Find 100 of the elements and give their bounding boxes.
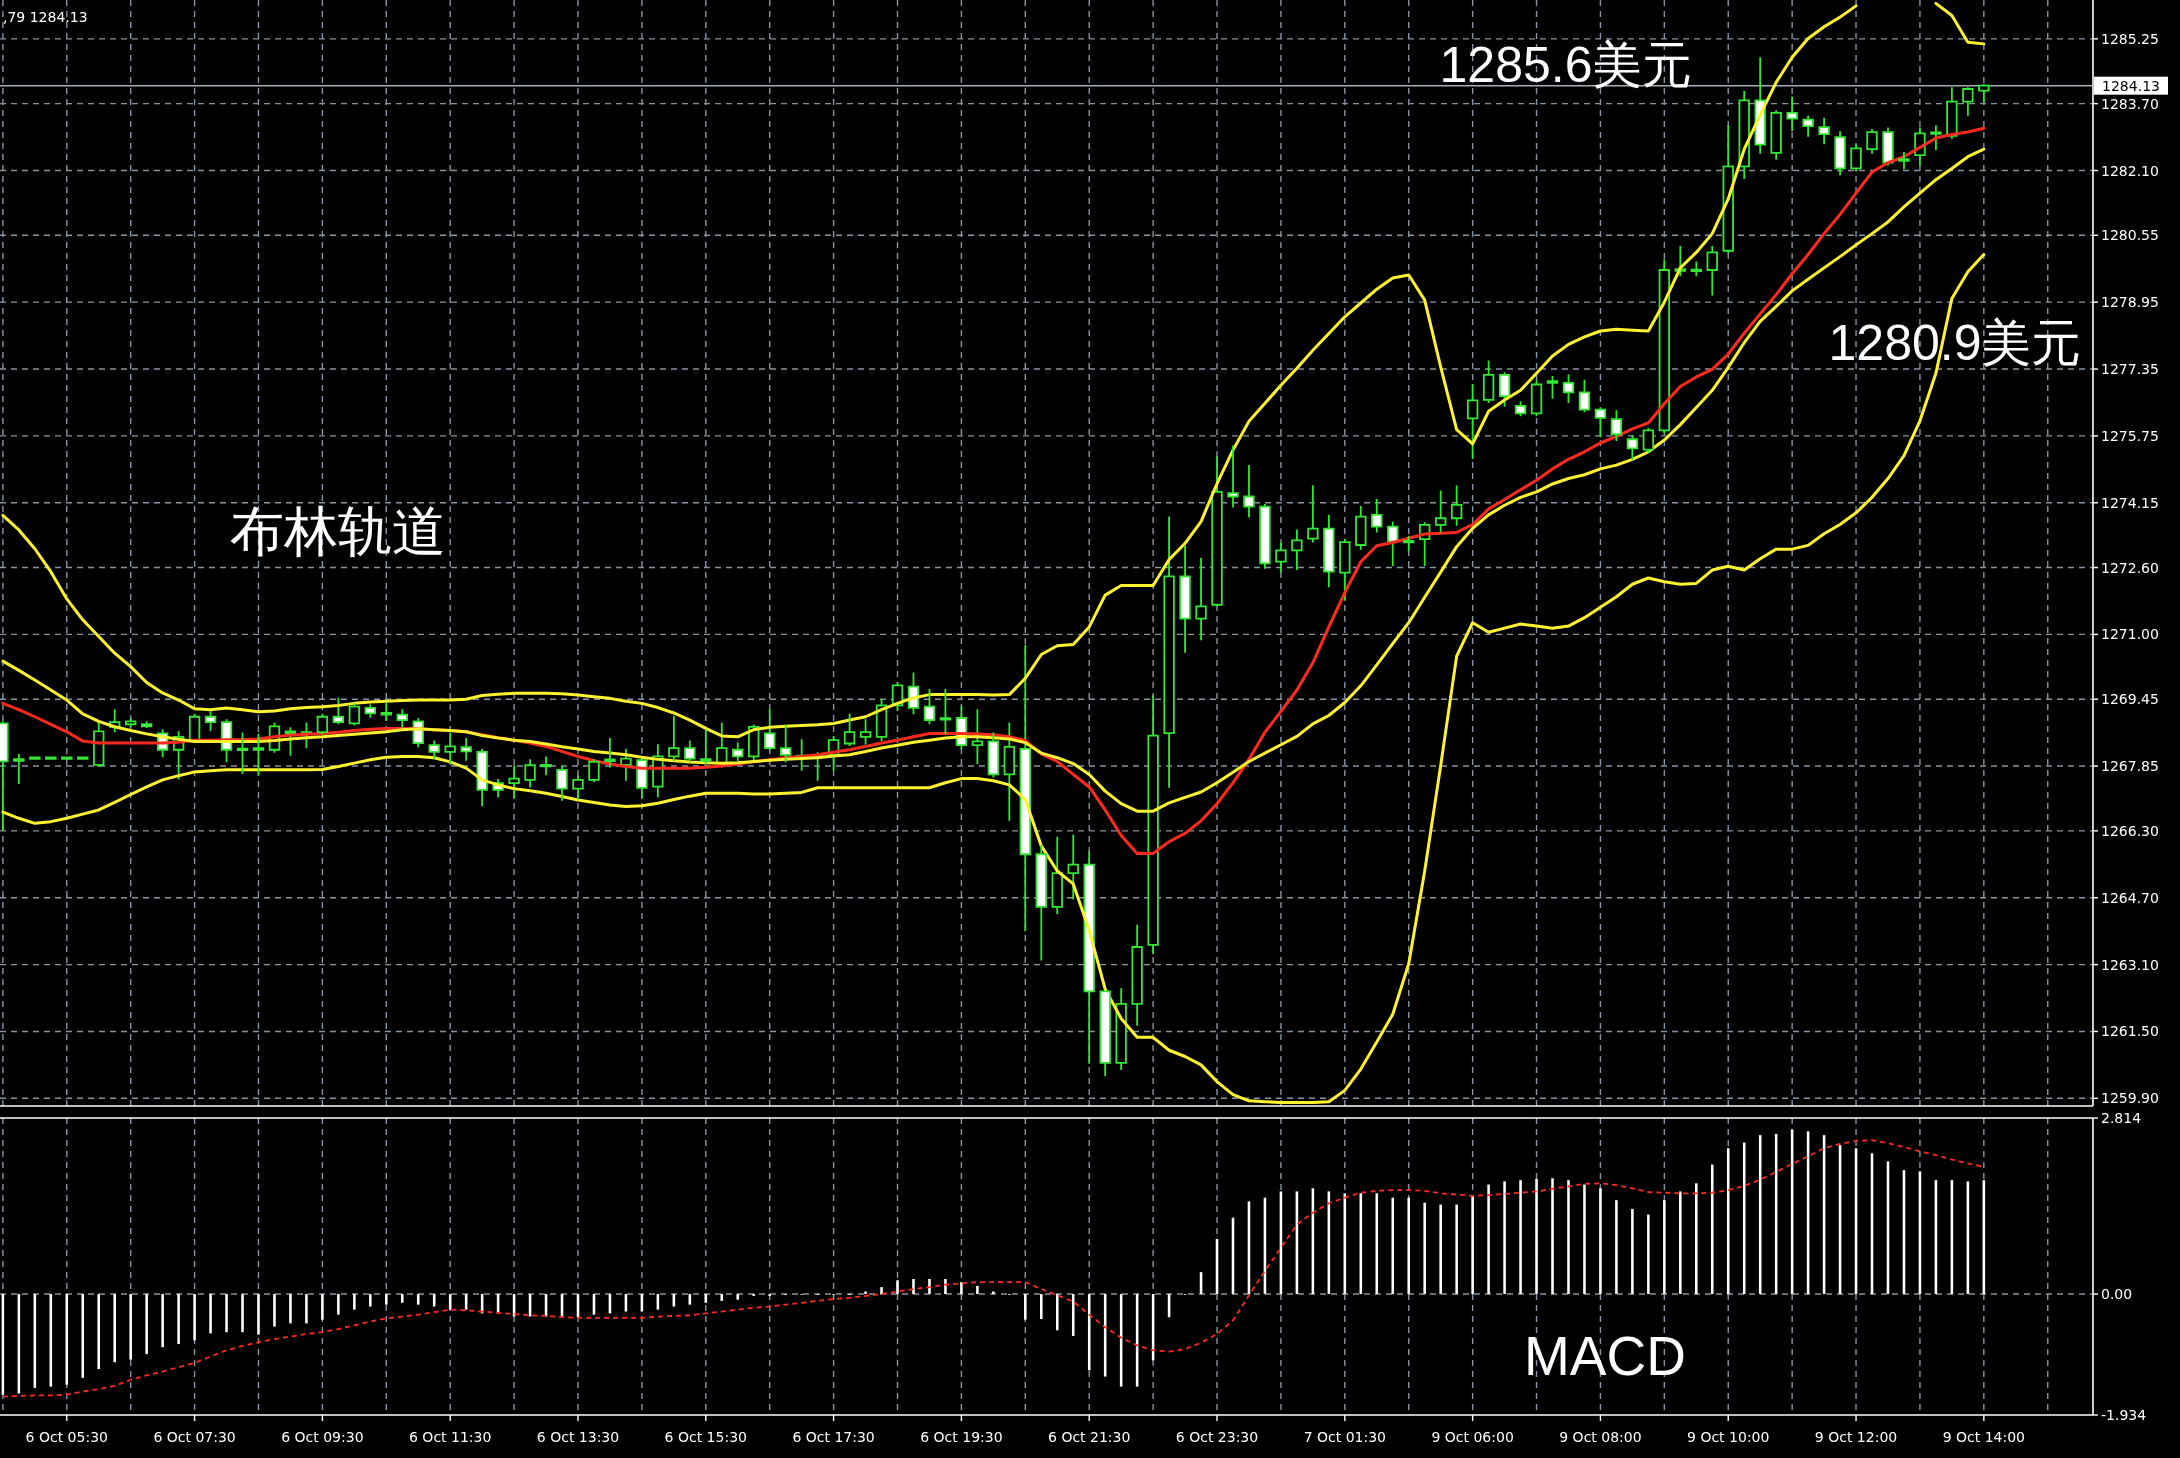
candlestick [987,732,1000,778]
bar [289,1294,292,1324]
candlestick [1834,131,1846,176]
candlestick [604,738,616,768]
bar [1663,1200,1666,1295]
candlestick [1387,521,1399,566]
candlestick [1403,535,1415,551]
bar [1487,1184,1490,1295]
candlestick [13,753,25,785]
candlestick [1562,374,1575,403]
bar [1695,1183,1698,1295]
bar [1040,1294,1043,1320]
candlestick [93,720,105,767]
x-tick-label: 9 Oct 08:00 [1559,1429,1642,1445]
candlestick [1434,490,1447,533]
candlestick [779,724,792,763]
y-tick-label: -1.934 [2101,1407,2147,1423]
y-tick-label: 0.00 [2101,1286,2133,1303]
bar [81,1294,85,1378]
candlestick [1546,376,1559,399]
bar [880,1287,883,1295]
bar [353,1294,356,1310]
bar [1726,1148,1730,1295]
x-tick-label: 9 Oct 10:00 [1687,1429,1770,1445]
candlestick [1690,261,1702,277]
y-tick-label: 1264.70 [2101,889,2159,906]
bar [1471,1195,1474,1295]
bar [1551,1178,1554,1295]
candlestick [284,727,297,756]
bar [225,1294,228,1333]
candlestick [1962,87,1974,116]
candlestick [524,759,536,788]
bar [177,1294,180,1345]
candlestick [1131,924,1143,1026]
candlestick [1355,506,1367,550]
candlestick [1259,503,1271,569]
bar [193,1294,196,1341]
bar [976,1285,979,1295]
bar [1455,1204,1458,1295]
y-tick-label: 1263.10 [2101,956,2159,973]
bar [1679,1191,1682,1295]
bar [1071,1294,1075,1336]
candlestick [764,709,776,751]
y-tick-label: 1272.60 [2101,559,2159,576]
x-tick-label: 9 Oct 12:00 [1814,1429,1898,1445]
candlestick [61,756,73,760]
candlestick [620,748,632,781]
candlestick [380,702,392,721]
bar [273,1294,276,1327]
candlestick [1626,435,1639,461]
bar [257,1294,260,1335]
bar [385,1294,388,1305]
x-tick-label: 6 Oct 19:30 [920,1429,1003,1445]
bar [209,1294,212,1334]
candlestick [77,756,89,760]
ref-line-label: 1284.13 [2102,77,2160,94]
candlestick [1722,125,1734,254]
candlestick [316,713,329,735]
candlestick [700,729,712,765]
y-tick-label: 1283.70 [2101,95,2159,112]
y-tick-label: 1282.10 [2101,162,2159,179]
y-tick-label: 1259.90 [2101,1090,2159,1107]
candlestick [1674,246,1686,277]
bar [1519,1180,1522,1295]
candlestick [1866,129,1878,154]
candlestick [1019,644,1031,932]
bar [337,1294,340,1315]
candlestick [396,709,408,728]
candlestick [1147,695,1159,955]
candlestick [1275,542,1287,573]
x-tick-label: 6 Oct 13:30 [536,1429,620,1445]
y-tick-label: 1277.35 [2101,361,2159,378]
x-tick-label: 6 Oct 23:30 [1175,1429,1259,1445]
y-tick-label: 1271.00 [2101,626,2159,643]
candlestick [1339,539,1351,601]
candlestick [843,713,856,747]
bar [1423,1202,1426,1295]
candlestick [1930,125,1942,151]
candlestick [1227,445,1239,508]
candlestick [572,775,584,800]
bar [1535,1178,1538,1295]
candlestick [1482,360,1495,403]
bar [736,1294,740,1300]
candlestick [1818,117,1830,145]
candlestick [556,765,568,801]
candlestick [1195,557,1207,641]
bar [1055,1294,1059,1331]
y-tick-label: 1280.55 [2101,227,2159,244]
y-tick-label: 1275.75 [2101,427,2159,444]
candlestick [971,709,984,765]
y-tick-label: 1267.85 [2101,758,2159,775]
bar [992,1291,995,1295]
y-tick-label: 2.814 [2101,1110,2142,1126]
bar [1583,1184,1586,1295]
candlestick [1211,456,1223,607]
candlestick [1706,246,1718,296]
candlestick [204,711,217,732]
annotation: ,79 1284.13 [3,9,88,25]
annotation: 布林轨道 [230,501,446,561]
x-tick-label: 6 Oct 11:30 [409,1429,492,1445]
